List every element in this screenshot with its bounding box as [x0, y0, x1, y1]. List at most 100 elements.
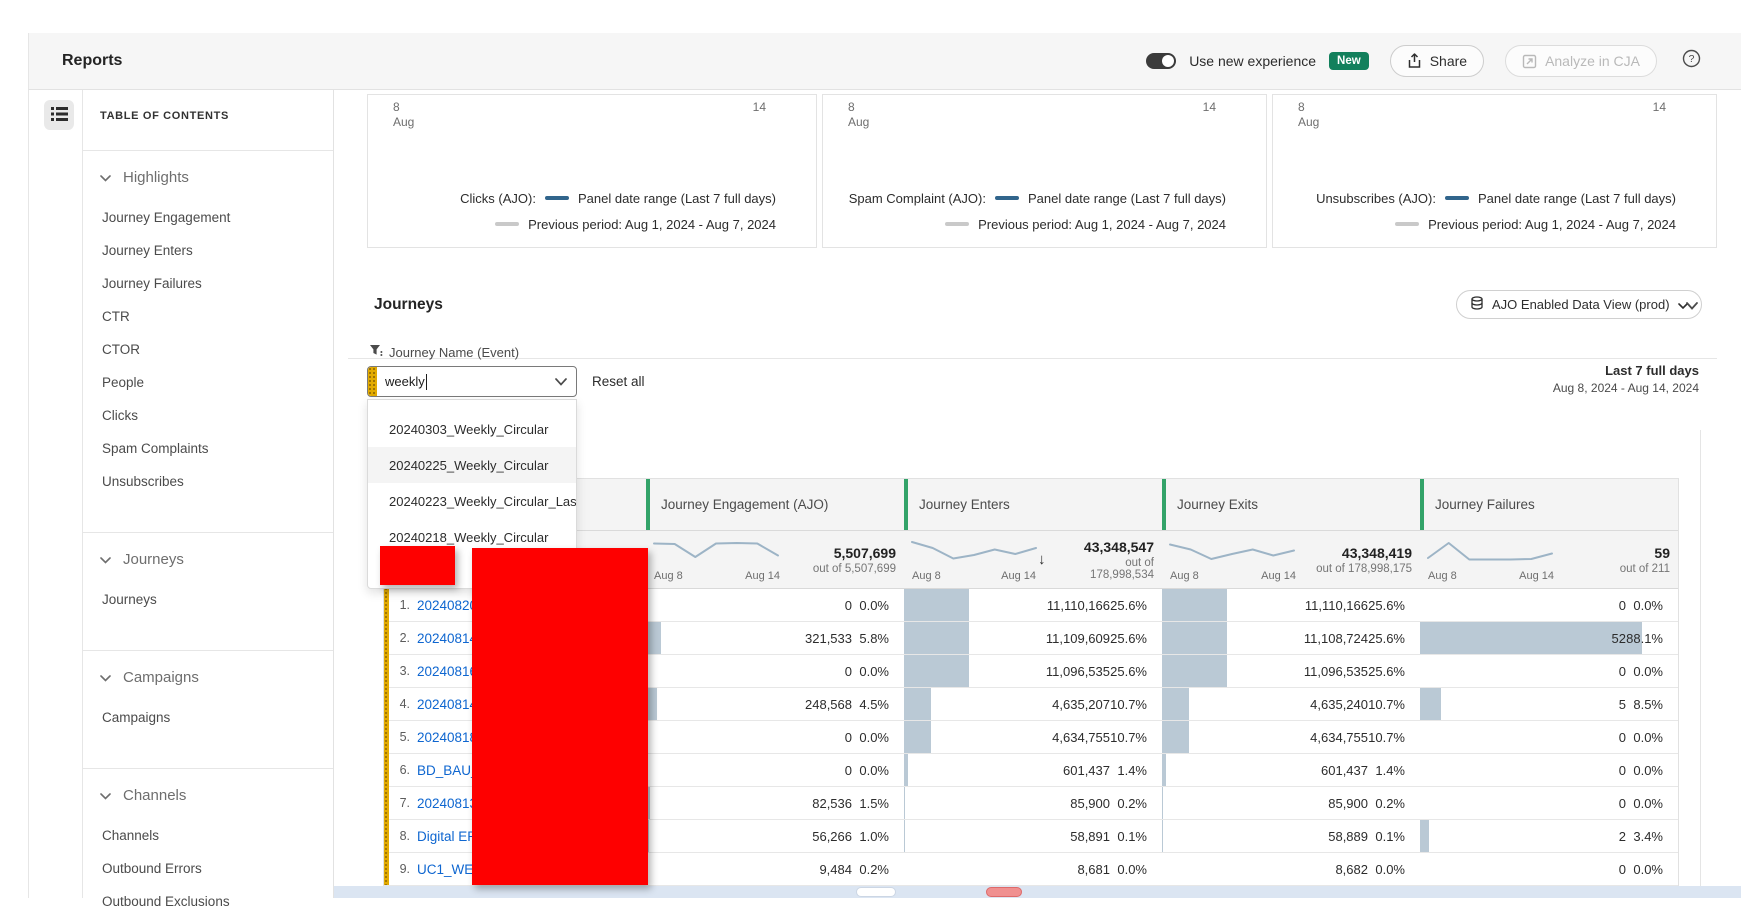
section-label: Channels	[123, 786, 187, 804]
cell-percent: 0.0%	[1633, 762, 1663, 778]
data-bar	[904, 589, 969, 621]
cell-percent: 25.6%	[1368, 630, 1405, 646]
dropdown-option[interactable]: 20240303_Weekly_Circular	[389, 421, 549, 437]
cell-value: 82,536	[812, 795, 852, 811]
scrollbar-thumb-redacted[interactable]	[986, 887, 1022, 897]
column-header-journey-engagement-ajo[interactable]: Journey Engagement (AJO)	[646, 479, 904, 530]
journey-link[interactable]: 20240816_	[417, 663, 485, 679]
sidebar-item-ctr[interactable]: CTR	[102, 309, 130, 324]
sidebar-item-journey-failures[interactable]: Journey Failures	[102, 276, 202, 291]
cell-percent: 0.0%	[859, 762, 889, 778]
toggle-knob	[1162, 55, 1175, 67]
cell-percent: 0.0%	[1633, 597, 1663, 613]
open-in-icon	[1522, 54, 1537, 69]
cell-percent: 88.1%	[1626, 630, 1663, 646]
metric-value-cell: 0 0.0%	[1420, 853, 1678, 885]
chevron-down-icon[interactable]	[555, 373, 567, 391]
toc-section-header-journeys[interactable]: Journeys	[83, 541, 333, 577]
cell-percent: 0.2%	[1375, 795, 1405, 811]
toc-sections: Highlights Journey Engagement Journey Ente…	[83, 151, 333, 910]
share-button[interactable]: Share	[1389, 45, 1485, 77]
spark-end-label: Aug 14	[745, 570, 780, 582]
metric-value-cell: 4,634,755 10.7%	[1162, 721, 1420, 753]
cell-value: 5	[1618, 696, 1626, 712]
journey-link[interactable]: 20240818_	[417, 729, 485, 745]
sidebar-item-unsubscribes[interactable]: Unsubscribes	[102, 474, 184, 489]
metric-value-cell: 248,568 4.5%	[646, 688, 904, 720]
cell-value: 0	[844, 729, 852, 745]
journey-name-filter-label: Journey Name (Event)	[369, 344, 519, 360]
metrics-cell-journey-enters: Aug 8 Aug 14 ↓ 43,348,547 out of 178,998,534	[904, 531, 1162, 588]
table-of-contents-icon	[50, 106, 68, 124]
journey-link[interactable]: Digital ERe	[417, 828, 485, 844]
sidebar-item-journeys[interactable]: Journeys	[102, 592, 157, 607]
sidebar-item-outbound-errors[interactable]: Outbound Errors	[102, 861, 202, 876]
current-period-line-swatch	[994, 196, 1019, 200]
data-bar	[904, 754, 908, 786]
data-bar	[1162, 820, 1163, 852]
horizontal-scrollbar[interactable]	[334, 886, 1741, 898]
cell-percent: 25.6%	[1110, 663, 1147, 679]
sidebar-item-channels[interactable]: Channels	[102, 828, 160, 843]
toc-section-header-highlights[interactable]: Highlights	[83, 159, 333, 195]
sidebar-item-clicks[interactable]: Clicks	[102, 408, 138, 423]
collapse-section-chevron-icon[interactable]	[1682, 297, 1702, 315]
column-header-journey-failures[interactable]: Journey Failures	[1420, 479, 1678, 530]
cell-percent: 25.6%	[1110, 630, 1147, 646]
tick-start: 8 Aug	[848, 100, 870, 129]
data-view-selector[interactable]: AJO Enabled Data View (prod)	[1456, 290, 1702, 319]
topbar-controls: Use new experience New Share Analyze in …	[1146, 45, 1702, 77]
help-button[interactable]: ?	[1680, 49, 1702, 72]
sidebar-item-ctor[interactable]: CTOR	[102, 342, 141, 357]
use-new-experience-toggle[interactable]	[1146, 53, 1177, 69]
column-totals: 5,507,699 out of 5,507,699	[813, 545, 896, 575]
date-range-display: Last 7 full days Aug 8, 2024 - Aug 14, 2…	[1553, 363, 1699, 395]
column-header-journey-enters[interactable]: Journey Enters	[904, 479, 1162, 530]
journey-link[interactable]: 20240813_	[417, 795, 485, 811]
analyze-in-cja-button[interactable]: Analyze in CJA	[1505, 45, 1657, 77]
spark-end-label: Aug 14	[1261, 570, 1296, 582]
journey-link[interactable]: UC1_WE1_	[417, 861, 489, 877]
total-value: 59	[1654, 544, 1670, 561]
journey-link[interactable]: 20240820_	[417, 597, 485, 613]
sidebar-item-people[interactable]: People	[102, 375, 145, 390]
journey-name-filter-input[interactable]: weekly	[367, 366, 577, 397]
dropdown-option[interactable]: 20240218_Weekly_Circular	[389, 529, 549, 545]
scrollbar-pill[interactable]	[856, 887, 896, 897]
section-label: Journeys	[123, 550, 184, 568]
clicks-card: 8 Aug 14 Clicks (AJO): Panel date range (L…	[367, 94, 817, 248]
top-bar: Reports Use new experience New Share Ana…	[28, 33, 1741, 90]
sidebar-item-journey-engagement[interactable]: Journey Engagement	[102, 210, 231, 225]
sidebar-item-outbound-exclusions[interactable]: Outbound Exclusions	[102, 894, 230, 909]
journey-name-cell: 8. Digital ERe	[384, 820, 646, 852]
cell-value: 0	[1618, 762, 1626, 778]
sidebar-item-spam-complaints[interactable]: Spam Complaints	[102, 441, 209, 456]
journey-link[interactable]: 20240814_	[417, 630, 485, 646]
drag-handle[interactable]	[368, 367, 377, 396]
data-bar	[904, 655, 969, 687]
metric-value-cell: 9,484 0.2%	[646, 853, 904, 885]
cell-value: 52	[1611, 630, 1626, 646]
toc-section-header-channels[interactable]: Channels	[83, 777, 333, 813]
dropdown-option[interactable]: 20240225_Weekly_Circular	[368, 447, 576, 483]
column-header-journey-exits[interactable]: Journey Exits	[1162, 479, 1420, 530]
sidebar-item-campaigns[interactable]: Campaigns	[102, 710, 171, 725]
metric-value-cell: 58,891 0.1%	[904, 820, 1162, 852]
data-bar	[904, 622, 969, 654]
sidebar-item-journey-enters[interactable]: Journey Enters	[102, 243, 193, 258]
journey-name-cell: 2. 20240814_	[384, 622, 646, 654]
dropdown-option[interactable]: 20240223_Weekly_Circular_Las	[389, 493, 576, 509]
reset-all-link[interactable]: Reset all	[592, 374, 645, 389]
cell-value: 601,437	[1321, 762, 1368, 778]
journey-link[interactable]: 20240814_	[417, 696, 485, 712]
metric-value-cell: 82,536 1.5%	[646, 787, 904, 819]
toggle-toc-button[interactable]	[44, 100, 74, 130]
table-drag-handle[interactable]	[384, 479, 389, 885]
journey-link[interactable]: BD_BAU_C	[417, 762, 489, 778]
total-value: 43,348,547	[1083, 538, 1154, 555]
cell-percent: 5.8%	[859, 630, 889, 646]
filter-icon	[369, 344, 383, 360]
new-badge: New	[1329, 52, 1369, 70]
toc-section-header-campaigns[interactable]: Campaigns	[83, 659, 333, 695]
